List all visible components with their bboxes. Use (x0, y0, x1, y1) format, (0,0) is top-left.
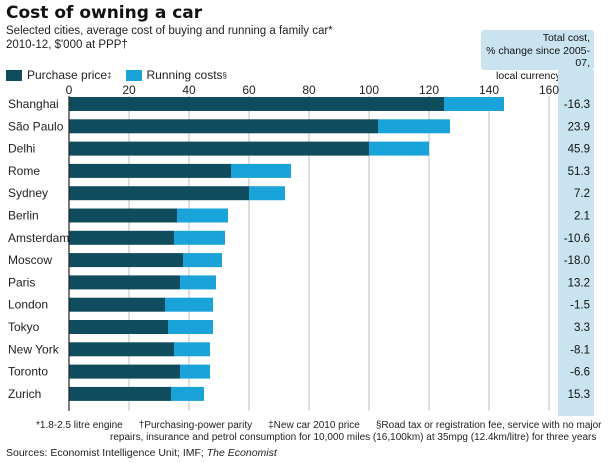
x-tick-label-160: 160 (539, 83, 559, 97)
category-label-3: Rome (8, 164, 40, 178)
secondary-value-9: -1.5 (570, 300, 590, 312)
footnote-road-tax-cont: repairs, insurance and petrol consumptio… (110, 432, 597, 443)
bar-running-4 (249, 186, 285, 201)
secondary-value-6: -10.6 (564, 233, 590, 245)
bar-purchase-13 (69, 386, 171, 401)
legend-label-purchase: Purchase price (27, 68, 108, 82)
secondary-value-2: 45.9 (568, 144, 590, 156)
bar-purchase-12 (69, 364, 180, 379)
bar-purchase-9 (69, 297, 165, 312)
x-tick-label-80: 80 (302, 83, 316, 97)
secondary-column-panel (558, 70, 594, 416)
sources: Sources: Economist Intelligence Unit; IM… (6, 447, 277, 459)
footnote-road-tax: §Road tax or registration fee, service w… (375, 420, 602, 431)
legend-marker-purchase: ‡ (107, 70, 112, 80)
legend-item-running: Running costs § (125, 68, 227, 82)
sources-publication: The Economist (206, 447, 277, 459)
legend-swatch-running (125, 69, 142, 81)
secondary-header-line-2: % change since 2005-07, (486, 44, 590, 70)
bar-chart: 0 20 40 60 80 100 120 140 160 Shanghai -16.3 São Pa… (8, 83, 590, 411)
footnotes: *1.8-2.5 litre engine †Purchasing-power … (6, 420, 606, 444)
x-tick-label-140: 140 (479, 83, 499, 97)
x-tick-label-120: 120 (419, 83, 439, 97)
bar-purchase-1 (69, 119, 378, 134)
footnote-ppp: †Purchasing-power parity (138, 420, 253, 431)
bar-running-5 (177, 208, 228, 223)
bar-purchase-11 (69, 342, 174, 357)
category-label-2: Delhi (8, 142, 35, 156)
bar-purchase-3 (69, 163, 231, 178)
category-label-8: Paris (8, 275, 35, 289)
bar-purchase-4 (69, 186, 249, 201)
x-tick-label-40: 40 (182, 83, 196, 97)
bar-running-7 (183, 253, 222, 268)
chart-subtitle: Selected cities, average cost of buying … (6, 24, 406, 52)
legend-item-purchase: Purchase price ‡ (6, 68, 112, 82)
chart-legend: Purchase price ‡ Running costs § (6, 68, 241, 82)
bar-purchase-8 (69, 275, 180, 290)
bar-running-8 (180, 275, 216, 290)
bar-running-9 (165, 297, 213, 312)
secondary-column-header: Total cost, % change since 2005-07, loca… (481, 30, 594, 82)
category-label-5: Berlin (8, 209, 39, 223)
category-label-6: Amsterdam (8, 231, 69, 245)
category-label-7: Moscow (8, 253, 52, 267)
subtitle-line-2: 2010-12, $'000 at PPP† (6, 39, 128, 51)
x-tick-label-20: 20 (122, 83, 136, 97)
secondary-value-1: 23.9 (568, 121, 590, 133)
category-label-9: London (8, 298, 48, 312)
category-label-12: Toronto (8, 365, 48, 379)
secondary-header-line-1: Total cost, (542, 32, 590, 44)
footnote-new-car: ‡New car 2010 price (268, 420, 360, 431)
legend-swatch-purchase (6, 69, 22, 81)
secondary-value-8: 13.2 (568, 277, 590, 289)
bar-purchase-6 (69, 230, 174, 245)
category-label-4: Sydney (8, 186, 48, 200)
bar-purchase-0 (69, 97, 444, 111)
bar-running-2 (369, 141, 429, 156)
legend-marker-running: § (222, 70, 227, 80)
x-tick-label-60: 60 (242, 83, 256, 97)
bar-running-0 (444, 97, 504, 111)
secondary-value-4: 7.2 (574, 188, 590, 200)
bar-running-3 (231, 163, 291, 178)
category-label-13: Zurich (8, 387, 41, 401)
bar-purchase-10 (69, 320, 168, 334)
category-label-1: São Paulo (8, 119, 64, 133)
secondary-value-5: 2.1 (574, 211, 590, 223)
secondary-value-7: -18.0 (564, 255, 590, 267)
bar-purchase-7 (69, 253, 183, 268)
bar-purchase-5 (69, 208, 177, 223)
secondary-value-3: 51.3 (568, 166, 590, 178)
chart-title: Cost of owning a car (6, 3, 203, 23)
sources-text: Sources: Economist Intelligence Unit; IM… (6, 447, 207, 459)
category-label-10: Tokyo (8, 320, 40, 334)
secondary-value-13: 15.3 (568, 389, 590, 401)
secondary-value-11: -8.1 (570, 344, 590, 356)
secondary-value-10: 3.3 (574, 322, 590, 334)
bar-running-1 (378, 119, 450, 134)
bar-running-11 (174, 342, 210, 357)
secondary-value-0: -16.3 (564, 99, 590, 111)
category-label-0: Shanghai (8, 97, 59, 111)
legend-label-running: Running costs (146, 68, 223, 82)
footnote-engine: *1.8-2.5 litre engine (36, 420, 123, 431)
subtitle-line-1: Selected cities, average cost of buying … (6, 25, 333, 37)
bar-running-13 (171, 386, 204, 401)
bar-running-10 (168, 320, 213, 334)
bar-running-6 (174, 230, 225, 245)
bar-purchase-2 (69, 141, 369, 156)
x-tick-label-100: 100 (359, 83, 379, 97)
bar-running-12 (180, 364, 210, 379)
secondary-value-12: -6.6 (570, 367, 590, 379)
x-tick-label-0: 0 (66, 83, 73, 97)
category-label-11: New York (8, 342, 60, 356)
